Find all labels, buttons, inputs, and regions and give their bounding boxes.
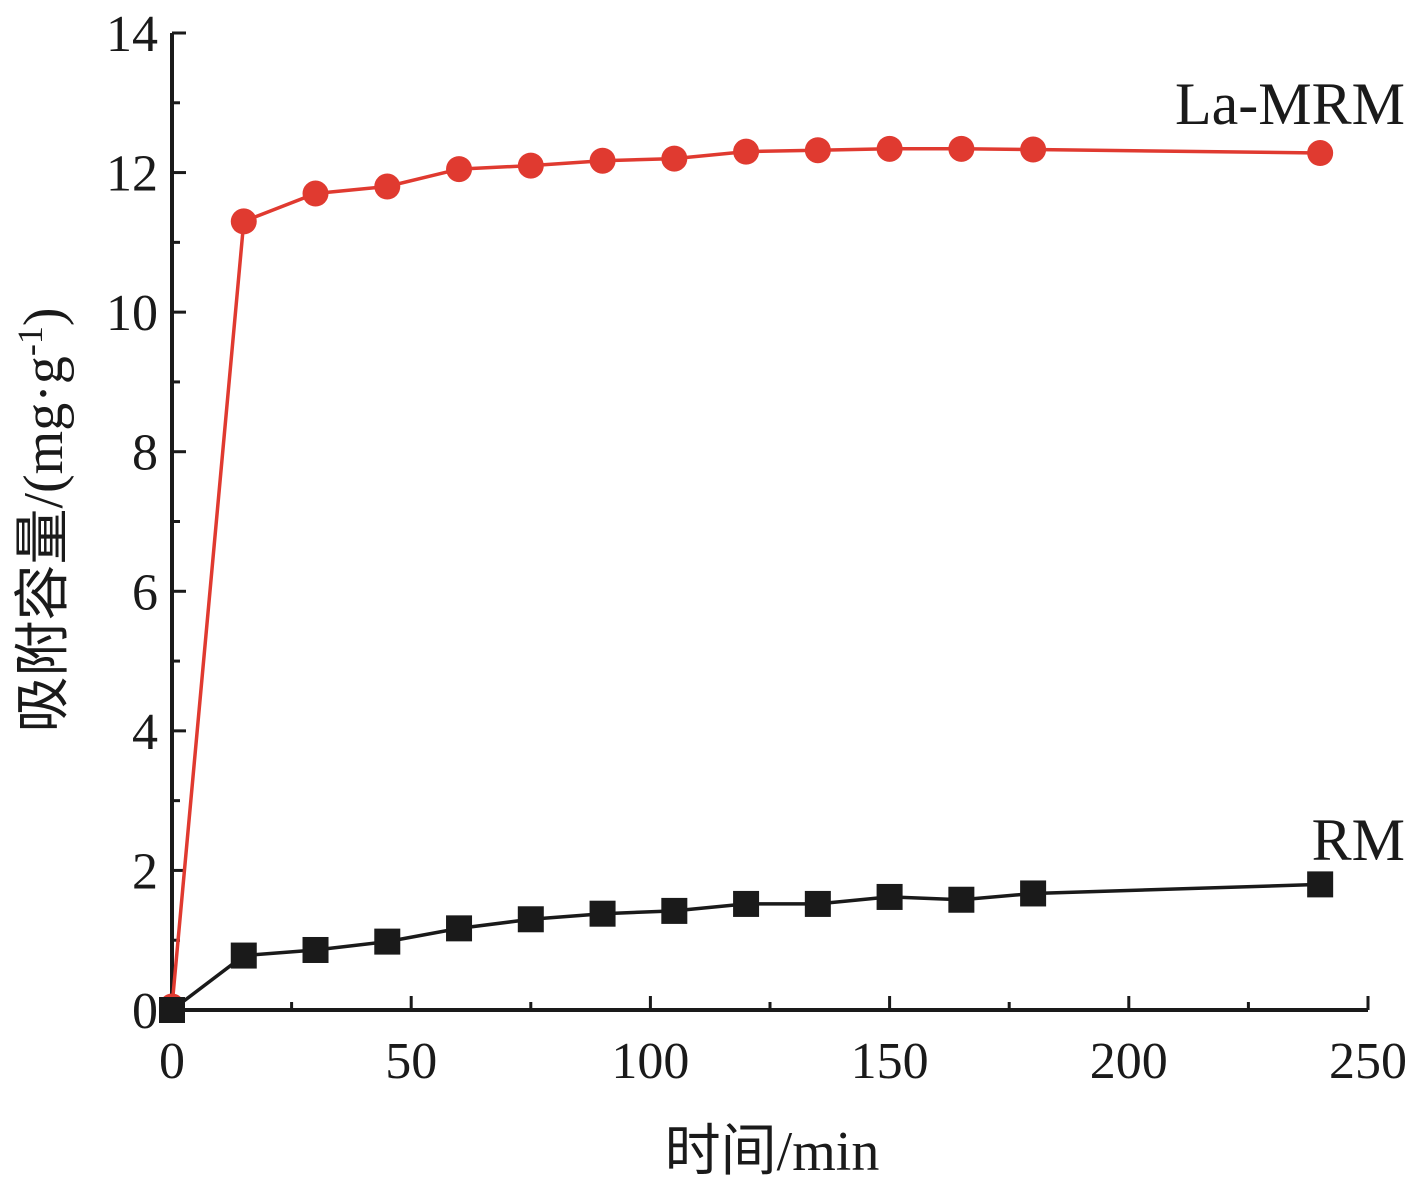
- x-tick-label: 0: [159, 1033, 185, 1090]
- series-la-mrm: [159, 135, 1334, 1020]
- x-tick-label: 100: [611, 1033, 689, 1090]
- data-point: [302, 936, 329, 963]
- y-tick-label: 6: [132, 564, 158, 621]
- data-point: [446, 915, 473, 942]
- data-point: [804, 137, 831, 164]
- y-axis-title-sup: -1: [10, 326, 50, 356]
- data-point: [589, 147, 616, 174]
- data-point: [948, 886, 975, 913]
- data-point: [230, 942, 257, 969]
- y-tick-label: 14: [106, 6, 158, 63]
- data-point: [1307, 140, 1334, 167]
- y-axis-title: 吸附容量/(mg·g-1): [10, 307, 75, 732]
- x-tick-label: 50: [385, 1033, 437, 1090]
- y-axis-title-end: ): [13, 307, 75, 326]
- data-point: [374, 173, 401, 200]
- data-point: [374, 928, 401, 955]
- data-point: [589, 900, 616, 927]
- data-point: [302, 180, 329, 207]
- x-tick-label: 250: [1329, 1033, 1407, 1090]
- data-point: [517, 152, 544, 179]
- data-point: [876, 883, 903, 910]
- y-tick-label: 8: [132, 425, 158, 482]
- series-label-la-mrm: La-MRM: [1175, 71, 1405, 137]
- y-tick-label: 12: [106, 146, 158, 203]
- y-tick-label: 4: [132, 704, 158, 761]
- series-rm: [159, 871, 1334, 1023]
- y-tick-label: 10: [106, 285, 158, 342]
- axes: 0 50 100 150 200 250 0 2 4 6 8 10 12 14: [106, 6, 1407, 1090]
- data-point: [876, 135, 903, 162]
- data-point: [948, 135, 975, 162]
- data-point: [661, 897, 688, 924]
- series-label-rm: RM: [1312, 807, 1405, 873]
- x-tick-label: 150: [851, 1033, 929, 1090]
- data-point: [517, 906, 544, 933]
- x-tick-label: 200: [1090, 1033, 1168, 1090]
- y-tick-label: 0: [132, 983, 158, 1040]
- data-point: [804, 890, 831, 917]
- y-axis-title-main: 吸附容量/(mg·g: [13, 356, 75, 732]
- y-tick-label: 2: [132, 843, 158, 900]
- data-point: [159, 997, 185, 1023]
- data-point: [733, 138, 760, 165]
- data-point: [230, 208, 257, 235]
- x-axis-title: 时间/min: [665, 1121, 880, 1181]
- series-line: [170, 147, 1321, 1007]
- data-point: [733, 890, 760, 917]
- data-point: [1020, 880, 1047, 907]
- data-point: [661, 145, 688, 172]
- data-point: [446, 156, 473, 183]
- data-point: [1307, 871, 1334, 898]
- data-point: [1020, 136, 1047, 163]
- series-layer: [159, 135, 1334, 1023]
